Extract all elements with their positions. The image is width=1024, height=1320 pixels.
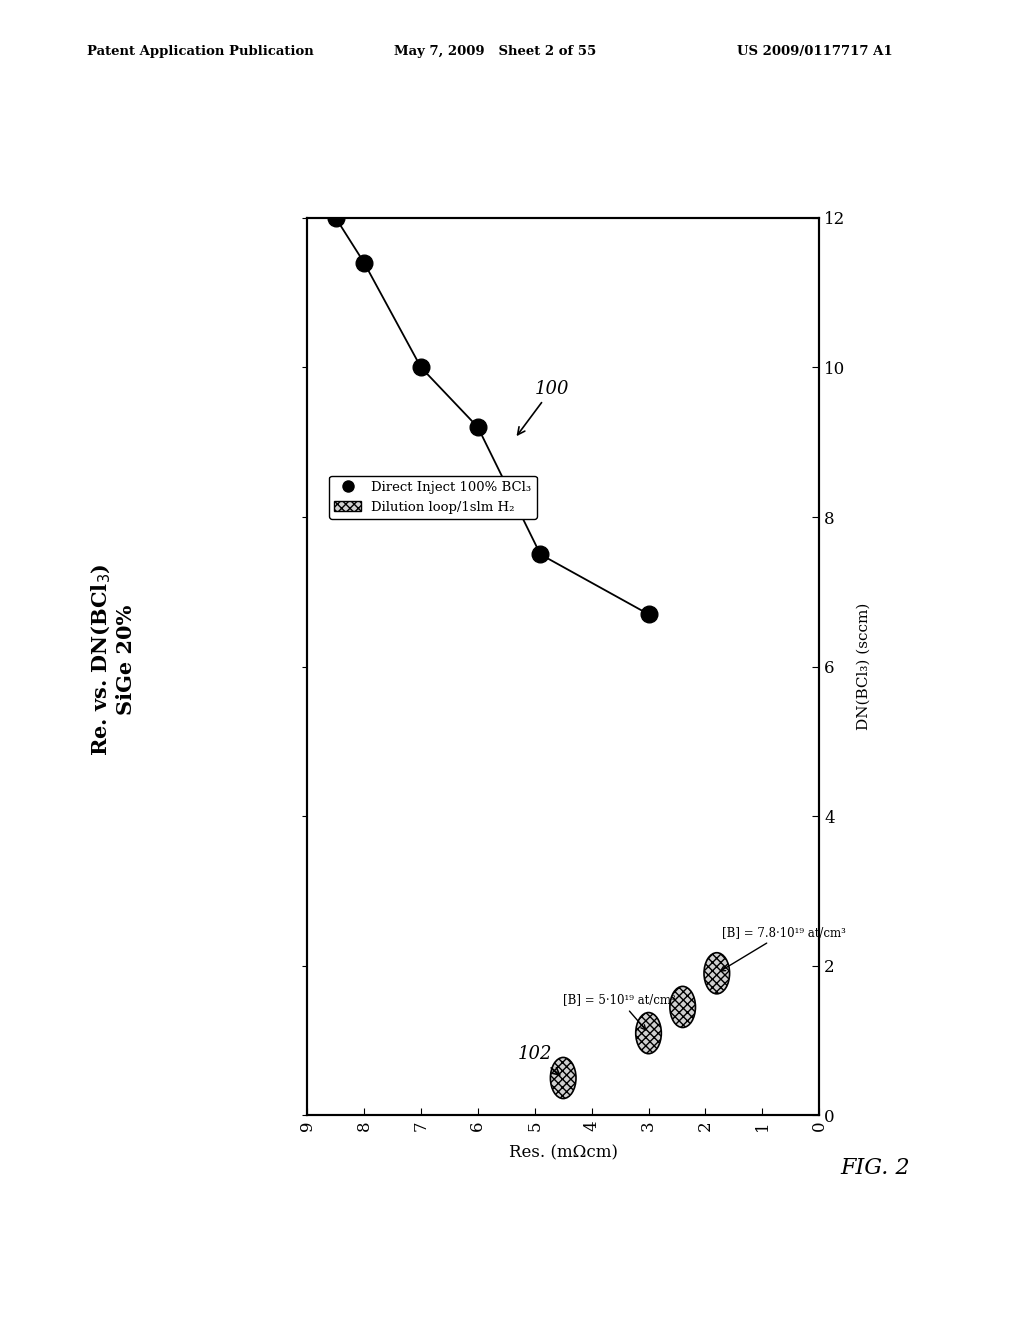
X-axis label: Res. (mΩcm): Res. (mΩcm) bbox=[509, 1144, 617, 1162]
Ellipse shape bbox=[670, 986, 695, 1027]
Ellipse shape bbox=[636, 1012, 662, 1053]
Text: Re. vs. DN(BCl$_3$)
SiGe 20%: Re. vs. DN(BCl$_3$) SiGe 20% bbox=[89, 564, 136, 756]
Ellipse shape bbox=[705, 953, 729, 994]
Text: [B] = 7.8·10¹⁹ at/cm³: [B] = 7.8·10¹⁹ at/cm³ bbox=[721, 925, 847, 972]
Text: 100: 100 bbox=[517, 380, 569, 434]
Text: 102: 102 bbox=[518, 1045, 560, 1074]
Text: May 7, 2009   Sheet 2 of 55: May 7, 2009 Sheet 2 of 55 bbox=[394, 45, 597, 58]
Ellipse shape bbox=[551, 1057, 575, 1098]
Legend: Direct Inject 100% BCl₃, Dilution loop/1slm H₂: Direct Inject 100% BCl₃, Dilution loop/1… bbox=[329, 475, 537, 519]
Text: [B] = 5·10¹⁹ at/cm³: [B] = 5·10¹⁹ at/cm³ bbox=[563, 993, 676, 1030]
Y-axis label: DN(BCl₃) (sccm): DN(BCl₃) (sccm) bbox=[856, 603, 870, 730]
Text: FIG. 2: FIG. 2 bbox=[841, 1158, 910, 1179]
Text: US 2009/0117717 A1: US 2009/0117717 A1 bbox=[737, 45, 893, 58]
Text: Patent Application Publication: Patent Application Publication bbox=[87, 45, 313, 58]
